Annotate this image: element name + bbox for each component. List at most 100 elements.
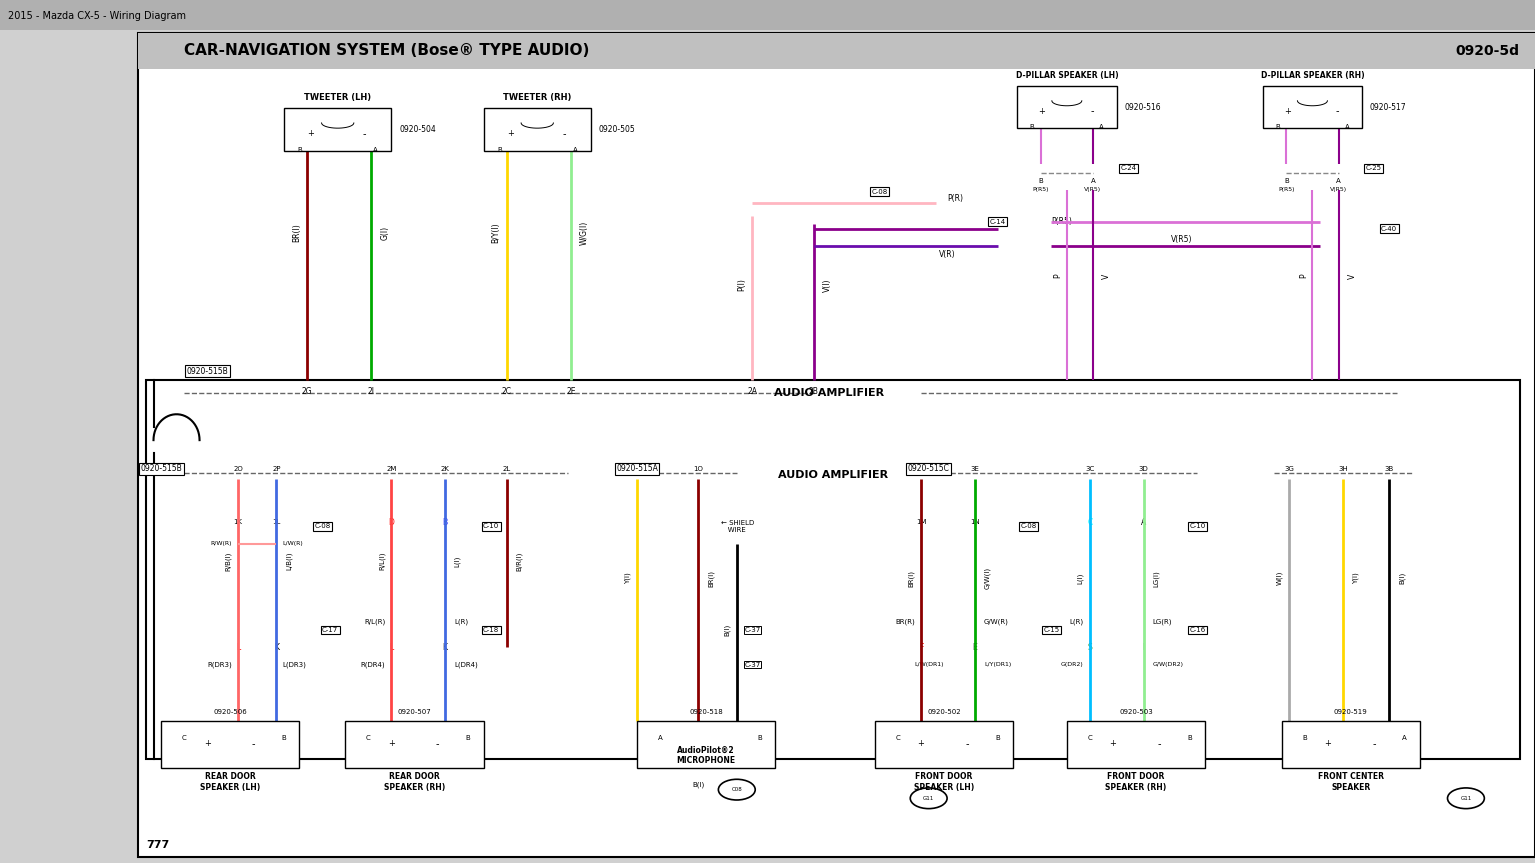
Text: A: A — [1401, 735, 1408, 740]
Text: C08: C08 — [731, 787, 743, 792]
Text: A: A — [657, 735, 663, 740]
Bar — [1282, 721, 1420, 768]
Text: G11: G11 — [923, 796, 935, 801]
Text: L(DR3): L(DR3) — [282, 661, 307, 668]
Text: -: - — [1157, 739, 1160, 749]
Text: W/G(I): W/G(I) — [580, 221, 589, 245]
Text: B: B — [465, 735, 471, 740]
Text: G(I): G(I) — [381, 226, 390, 240]
Text: FRONT CENTER
SPEAKER: FRONT CENTER SPEAKER — [1319, 772, 1383, 791]
Bar — [637, 721, 775, 768]
Text: I: I — [1142, 643, 1145, 652]
Text: AUDIO AMPLIFIER: AUDIO AMPLIFIER — [778, 470, 887, 481]
Text: C-17: C-17 — [322, 627, 338, 633]
Text: C: C — [895, 735, 901, 740]
Text: P: P — [1053, 274, 1062, 279]
Text: REAR DOOR
SPEAKER (RH): REAR DOOR SPEAKER (RH) — [384, 772, 445, 791]
Text: 0920-515A: 0920-515A — [616, 464, 659, 473]
Text: P(R5): P(R5) — [1279, 187, 1294, 192]
Text: 0920-517: 0920-517 — [1369, 103, 1406, 111]
Text: B: B — [497, 148, 502, 154]
Text: L/W(DR1): L/W(DR1) — [915, 662, 944, 667]
Text: B: B — [442, 518, 448, 526]
Text: 0920-5d: 0920-5d — [1455, 44, 1520, 58]
Text: 2E: 2E — [566, 387, 576, 395]
Text: 2G: 2G — [302, 387, 312, 395]
Text: 2A: 2A — [748, 387, 757, 395]
Text: BR(R): BR(R) — [895, 618, 915, 625]
Text: F: F — [919, 643, 923, 652]
Text: B(I): B(I) — [692, 781, 705, 788]
Text: W(I): W(I) — [1277, 571, 1283, 585]
Text: V(R5): V(R5) — [1084, 187, 1102, 192]
Text: B: B — [757, 735, 763, 740]
Text: B: B — [1283, 179, 1289, 184]
Text: B(I): B(I) — [725, 624, 731, 636]
Text: CAR-NAVIGATION SYSTEM (Bose® TYPE AUDIO): CAR-NAVIGATION SYSTEM (Bose® TYPE AUDIO) — [184, 43, 589, 59]
Text: 1M: 1M — [916, 520, 926, 525]
Text: A: A — [1335, 179, 1342, 184]
Text: V(R5): V(R5) — [1171, 236, 1193, 244]
Text: 0920-504: 0920-504 — [399, 125, 436, 134]
Text: A: A — [1099, 123, 1104, 129]
Bar — [0, 0, 1535, 30]
Text: L(DR4): L(DR4) — [454, 661, 477, 668]
Text: +: + — [918, 740, 924, 748]
Text: C: C — [365, 735, 371, 740]
Text: C-16: C-16 — [1190, 627, 1205, 633]
Text: TWEETER (RH): TWEETER (RH) — [503, 93, 571, 102]
Text: -: - — [252, 739, 255, 749]
Text: Y(I): Y(I) — [1352, 572, 1358, 584]
Text: B: B — [1030, 123, 1035, 129]
Text: C-10: C-10 — [484, 524, 499, 529]
Text: C-08: C-08 — [1021, 524, 1036, 529]
Bar — [146, 380, 1520, 759]
Text: G(DR2): G(DR2) — [1061, 662, 1084, 667]
Text: C: C — [181, 735, 187, 740]
Text: 3E: 3E — [970, 466, 979, 472]
Text: 0920-503: 0920-503 — [1119, 709, 1153, 715]
Text: 1N: 1N — [970, 520, 979, 525]
Text: G/W(R): G/W(R) — [984, 618, 1008, 625]
Text: C-14: C-14 — [990, 219, 1005, 224]
Text: P(I): P(I) — [737, 279, 746, 291]
Text: 0920-515B: 0920-515B — [186, 367, 229, 375]
Text: -: - — [966, 739, 969, 749]
Text: B: B — [995, 735, 1001, 740]
Text: AUDIO AMPLIFIER: AUDIO AMPLIFIER — [774, 387, 884, 398]
Text: +: + — [204, 740, 210, 748]
Text: B(I): B(I) — [1398, 572, 1405, 584]
Text: 2015 - Mazda CX-5 - Wiring Diagram: 2015 - Mazda CX-5 - Wiring Diagram — [8, 10, 186, 21]
Text: 0920-515B: 0920-515B — [140, 464, 183, 473]
Text: 0920-507: 0920-507 — [398, 709, 431, 715]
Text: -: - — [562, 129, 566, 139]
Text: 0920-515C: 0920-515C — [907, 464, 950, 473]
Text: 2L: 2L — [502, 466, 511, 472]
Text: R/L(I): R/L(I) — [379, 551, 385, 570]
Text: Y(I): Y(I) — [625, 572, 631, 584]
Text: 0920-506: 0920-506 — [213, 709, 247, 715]
Text: -: - — [1372, 739, 1375, 749]
Text: K: K — [273, 643, 279, 652]
Text: C-25: C-25 — [1366, 166, 1382, 171]
Text: L: L — [390, 643, 393, 652]
Text: 777: 777 — [146, 840, 169, 850]
Text: B: B — [1276, 123, 1280, 129]
Bar — [484, 108, 591, 151]
Text: +: + — [1325, 740, 1331, 748]
Text: BR(I): BR(I) — [292, 224, 301, 243]
Text: A: A — [1345, 123, 1349, 129]
Text: -: - — [362, 129, 367, 139]
Text: +: + — [507, 129, 514, 138]
Text: REAR DOOR
SPEAKER (LH): REAR DOOR SPEAKER (LH) — [200, 772, 261, 791]
Text: A: A — [573, 148, 577, 154]
Text: C-08: C-08 — [872, 189, 887, 194]
Text: K: K — [442, 643, 448, 652]
Text: R/W(R): R/W(R) — [210, 541, 232, 546]
Text: R(DR3): R(DR3) — [207, 661, 232, 668]
Text: TWEETER (LH): TWEETER (LH) — [304, 93, 371, 102]
Text: C-24: C-24 — [1121, 166, 1136, 171]
Bar — [284, 108, 391, 151]
Text: 2K: 2K — [441, 466, 450, 472]
Text: C: C — [1087, 518, 1093, 526]
